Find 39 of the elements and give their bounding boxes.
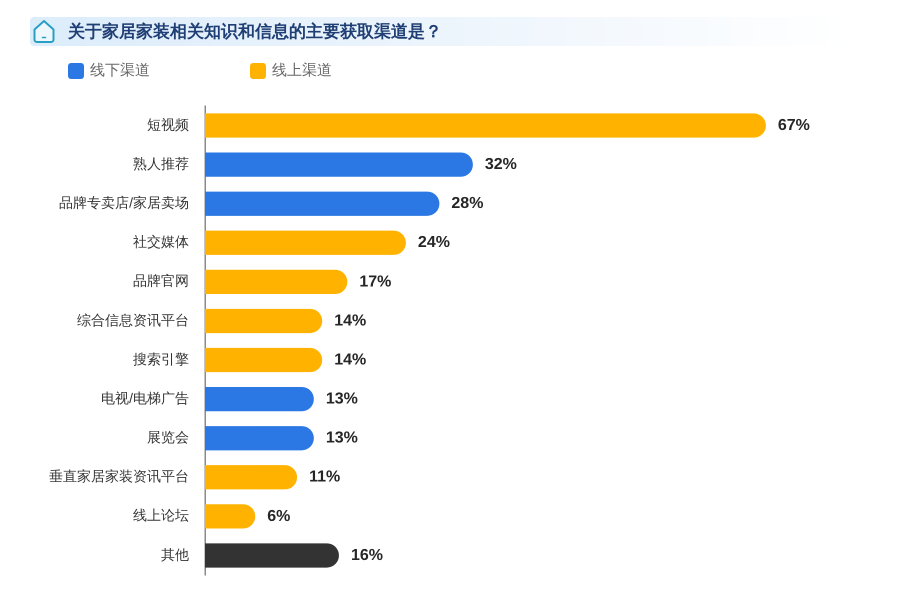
y-tick-label: 综合信息资讯平台 <box>77 312 189 328</box>
bar <box>205 504 256 528</box>
data-label: 14% <box>334 312 366 330</box>
bar <box>205 308 322 334</box>
bar <box>205 348 322 372</box>
bar <box>205 465 298 490</box>
y-tick-label: 线上论坛 <box>133 507 189 524</box>
y-tick-label: 社交媒体 <box>133 234 189 250</box>
bar <box>205 543 339 568</box>
data-label: 13% <box>326 430 358 447</box>
data-label: 24% <box>418 234 450 252</box>
y-tick-label: 搜索引擎 <box>133 350 189 367</box>
y-tick-label: 品牌专卖店/家居卖场 <box>59 194 189 211</box>
bar <box>205 230 406 255</box>
legend-label: 线下渠道 <box>90 61 150 81</box>
data-label: 28% <box>451 195 484 212</box>
y-tick-label: 其他 <box>161 546 189 562</box>
data-label: 32% <box>484 156 517 174</box>
data-label: 13% <box>326 390 358 408</box>
data-label: 14% <box>334 351 366 368</box>
data-label: 16% <box>350 546 383 564</box>
bar <box>205 387 314 412</box>
y-tick-label: 垂直家居家装资讯平台 <box>49 468 189 484</box>
data-label: 6% <box>267 508 290 525</box>
bar <box>205 113 766 138</box>
data-label: 17% <box>359 273 392 290</box>
bar <box>205 152 473 177</box>
data-label: 11% <box>309 468 340 486</box>
chart-title: 关于家居家装相关知识和信息的主要获取渠道是？ <box>68 21 442 43</box>
y-tick-label: 熟人推荐 <box>133 155 189 172</box>
y-tick-label: 展览会 <box>147 429 189 446</box>
y-tick-label: 品牌官网 <box>133 272 189 289</box>
data-label: 67% <box>778 116 810 134</box>
legend-label: 线上渠道 <box>272 61 332 81</box>
bar <box>205 426 314 450</box>
y-tick-label: 短视频 <box>147 116 189 132</box>
y-tick-label: 电视/电梯广告 <box>101 390 189 406</box>
bar <box>205 192 440 216</box>
bar <box>205 270 348 294</box>
